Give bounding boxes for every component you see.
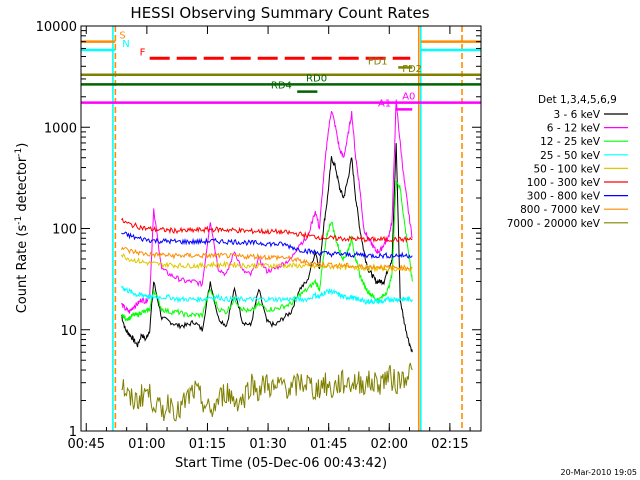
y-axis-ticks: 1 10 100 1000 10000 — [36, 20, 481, 440]
x-tick-label-6: 02:15 — [431, 437, 468, 452]
legend-label-1: 6 - 12 keV — [547, 123, 601, 135]
x-tick-label-4: 01:45 — [310, 437, 347, 452]
flag-label-5: RD0 — [306, 73, 327, 84]
y-tick-label-0: 1 — [69, 425, 77, 440]
legend-label-3: 25 - 50 keV — [540, 150, 601, 162]
chart-title: HESSI Observing Summary Count Rates — [130, 4, 429, 22]
series-1 — [120, 99, 413, 314]
series-4 — [120, 253, 413, 273]
y-label-sup-1: -1 — [14, 216, 24, 225]
legend-label-6: 300 - 800 keV — [527, 191, 601, 203]
x-tick-label-5: 02:00 — [371, 437, 408, 452]
y-label-part-2: detector — [15, 156, 30, 216]
legend-label-2: 12 - 25 keV — [540, 136, 601, 148]
data-series — [120, 99, 413, 422]
footer-timestamp: 20-Mar-2010 19:05 — [561, 468, 638, 477]
y-tick-label-2: 100 — [52, 223, 77, 238]
legend-header: Det 1,3,4,5,6,9 — [538, 94, 617, 106]
flag-label-1: N — [122, 39, 129, 50]
y-label-part-3: ) — [15, 143, 30, 148]
flag-label-6: RD4 — [271, 81, 292, 92]
legend-label-7: 800 - 7000 keV — [520, 204, 601, 216]
x-tick-label-1: 01:00 — [128, 437, 165, 452]
y-axis-label: Count Rate (s-1 detector-1) — [14, 143, 30, 314]
series-6 — [121, 231, 413, 260]
series-8 — [121, 362, 413, 422]
y-label-part-1: Count Rate (s — [15, 225, 30, 314]
legend-label-8: 7000 - 20000 keV — [507, 218, 601, 230]
y-tick-label-1: 10 — [60, 324, 77, 339]
flag-label-3: FD1 — [368, 56, 388, 67]
vertical-markers — [112, 26, 463, 431]
flag-label-2: F — [140, 47, 146, 58]
flag-label-0: S — [119, 31, 125, 42]
flag-label-8: A1 — [378, 98, 391, 109]
x-tick-label-0: 00:45 — [68, 437, 105, 452]
legend-label-4: 50 - 100 keV — [533, 163, 600, 175]
series-2 — [120, 180, 413, 322]
y-tick-label-4: 10000 — [36, 20, 77, 35]
legend-label-5: 100 - 300 keV — [527, 177, 601, 189]
flag-bars: SNF FD1 FD2 RD0 RD4 A0 A1 — [81, 31, 481, 111]
y-tick-label-3: 1000 — [44, 121, 77, 136]
series-7 — [120, 246, 413, 272]
series-3 — [120, 285, 413, 306]
flag-label-4: FD2 — [402, 64, 422, 75]
x-tick-label-2: 01:15 — [189, 437, 226, 452]
legend-label-0: 3 - 6 keV — [553, 109, 600, 121]
x-tick-label-3: 01:30 — [249, 437, 286, 452]
flag-label-7: A0 — [402, 92, 415, 103]
series-0 — [120, 143, 413, 353]
series-5 — [121, 217, 413, 244]
y-label-sup-2: -1 — [14, 148, 24, 157]
x-axis-ticks: 00:45 01:00 01:15 01:30 01:45 02:00 02:15 — [68, 26, 471, 452]
x-axis-label: Start Time (05-Dec-06 00:43:42) — [175, 456, 387, 471]
